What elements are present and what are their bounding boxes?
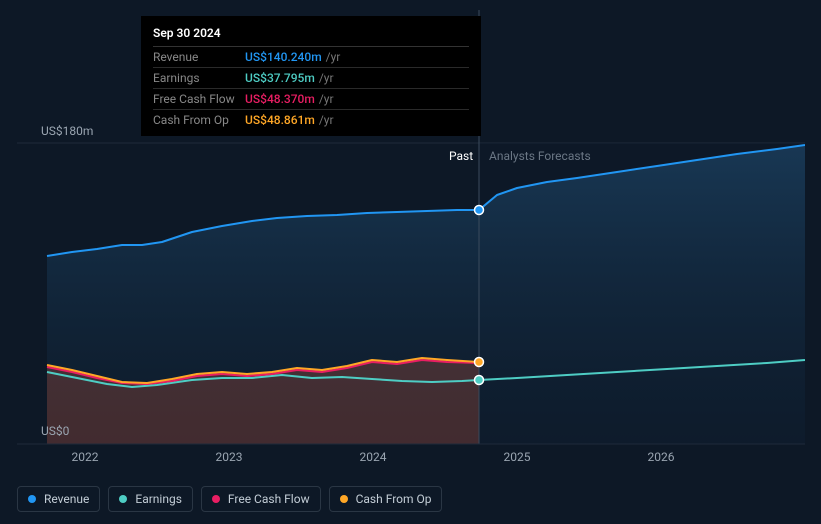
x-tick-label: 2023 xyxy=(216,450,243,464)
legend-dot-icon xyxy=(28,495,36,503)
legend-dot-icon xyxy=(340,495,348,503)
x-tick-label: 2026 xyxy=(648,450,675,464)
tooltip-date: Sep 30 2024 xyxy=(153,26,469,47)
legend-label: Earnings xyxy=(135,492,182,506)
tooltip-row-label: Earnings xyxy=(153,71,245,85)
legend-label: Revenue xyxy=(44,492,89,506)
y-axis-max-label: US$180m xyxy=(41,124,93,138)
tooltip-row: EarningsUS$37.795m/yr xyxy=(153,68,469,89)
tooltip-row-suffix: /yr xyxy=(326,50,341,64)
tooltip-row-suffix: /yr xyxy=(319,71,334,85)
tooltip-row-label: Free Cash Flow xyxy=(153,92,245,106)
tooltip-row-value: US$48.370m xyxy=(245,92,315,106)
tooltip-row: Free Cash FlowUS$48.370m/yr xyxy=(153,89,469,110)
tooltip-row: RevenueUS$140.240m/yr xyxy=(153,47,469,68)
legend-item-revenue[interactable]: Revenue xyxy=(17,486,100,512)
legend-item-free-cash-flow[interactable]: Free Cash Flow xyxy=(201,486,321,512)
y-axis-min-label: US$0 xyxy=(41,424,69,438)
tooltip-row: Cash From OpUS$48.861m/yr xyxy=(153,110,469,130)
legend-item-earnings[interactable]: Earnings xyxy=(108,486,193,512)
tooltip-row-label: Revenue xyxy=(153,50,245,64)
chart-legend: Revenue Earnings Free Cash Flow Cash From O… xyxy=(17,486,442,512)
tooltip-row-label: Cash From Op xyxy=(153,113,245,127)
tooltip-row-suffix: /yr xyxy=(319,92,334,106)
forecast-region-label: Analysts Forecasts xyxy=(489,149,591,163)
tooltip-row-value: US$48.861m xyxy=(245,113,315,127)
past-region-label: Past xyxy=(449,149,473,163)
x-tick-label: 2024 xyxy=(360,450,387,464)
legend-dot-icon xyxy=(212,495,220,503)
tooltip-row-suffix: /yr xyxy=(319,113,334,127)
tooltip-row-value: US$140.240m xyxy=(245,50,322,64)
chart-tooltip: Sep 30 2024 RevenueUS$140.240m/yrEarning… xyxy=(141,16,481,136)
legend-dot-icon xyxy=(119,495,127,503)
tooltip-rows: RevenueUS$140.240m/yrEarningsUS$37.795m/… xyxy=(153,47,469,130)
legend-item-cash-from-op[interactable]: Cash From Op xyxy=(329,486,443,512)
legend-label: Cash From Op xyxy=(356,492,432,506)
x-tick-label: 2025 xyxy=(504,450,531,464)
x-tick-label: 2022 xyxy=(72,450,99,464)
tooltip-row-value: US$37.795m xyxy=(245,71,315,85)
legend-label: Free Cash Flow xyxy=(228,492,310,506)
